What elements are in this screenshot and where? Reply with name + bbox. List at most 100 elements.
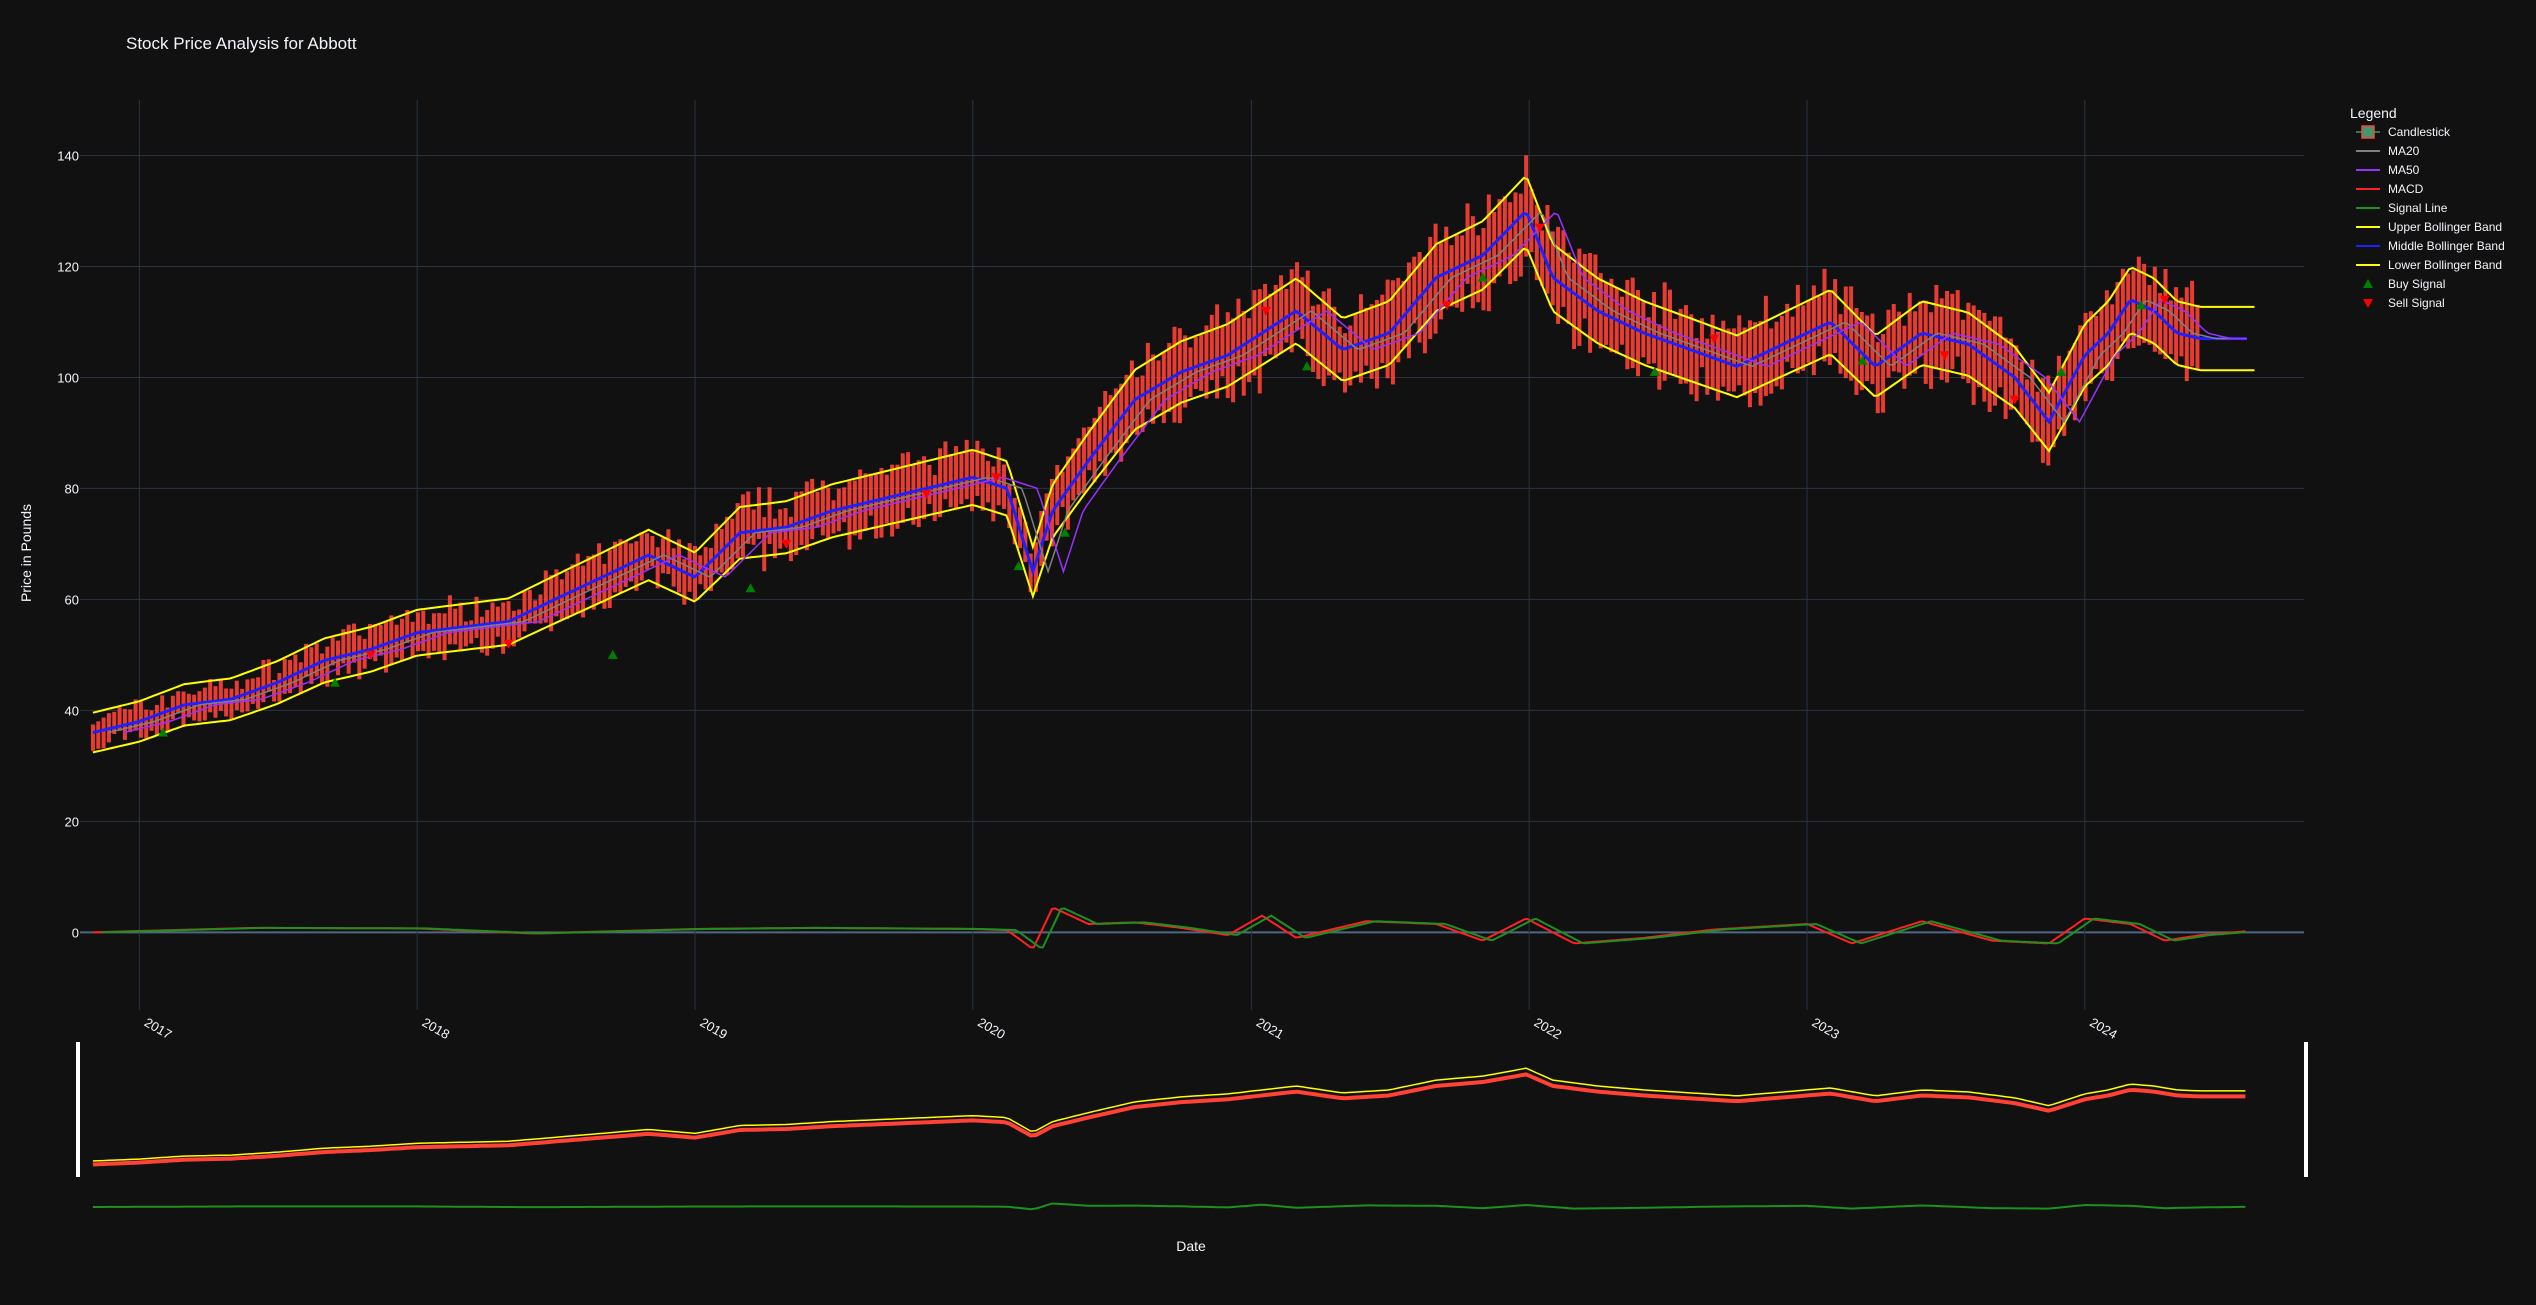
candle[interactable] [1273, 284, 1278, 359]
candle[interactable] [1721, 320, 1726, 387]
candle[interactable] [1465, 203, 1470, 284]
candle[interactable] [266, 659, 271, 692]
legend-item[interactable]: MA50 [2356, 163, 2420, 177]
candle[interactable] [1385, 279, 1390, 379]
candle[interactable] [1918, 301, 1923, 357]
candle[interactable] [1673, 318, 1678, 375]
candle[interactable] [1438, 242, 1443, 320]
candle[interactable] [767, 487, 772, 544]
candle[interactable] [1934, 284, 1939, 369]
candle[interactable] [1715, 331, 1720, 401]
candle[interactable] [1550, 231, 1555, 306]
candle[interactable] [224, 688, 229, 717]
candle[interactable] [1694, 338, 1699, 402]
candle[interactable] [1987, 320, 1992, 412]
candle[interactable] [1231, 318, 1236, 403]
candle[interactable] [1374, 299, 1379, 389]
candle[interactable] [197, 691, 202, 722]
candle[interactable] [618, 539, 623, 594]
candle[interactable] [1369, 304, 1374, 379]
buy-signal-marker[interactable] [1857, 355, 1868, 365]
candle[interactable] [1428, 236, 1433, 339]
candle[interactable] [378, 624, 383, 656]
candle[interactable] [1492, 211, 1497, 284]
candle[interactable] [1470, 216, 1475, 309]
candle[interactable] [1897, 311, 1902, 373]
candle[interactable] [1763, 295, 1768, 396]
sell-signal-marker[interactable] [1534, 223, 1545, 233]
candle[interactable] [2174, 287, 2179, 365]
range-slider[interactable] [76, 1042, 2308, 1211]
candle[interactable] [447, 595, 452, 645]
candle[interactable] [538, 594, 543, 624]
candle[interactable] [2024, 379, 2029, 425]
candle[interactable] [469, 620, 474, 644]
candle[interactable] [1348, 325, 1353, 386]
candle[interactable] [799, 491, 804, 546]
candle[interactable] [2003, 337, 2008, 420]
candle[interactable] [1726, 328, 1731, 392]
candle[interactable] [634, 541, 639, 591]
candle[interactable] [2110, 304, 2115, 381]
candle[interactable] [1454, 234, 1459, 308]
candle[interactable] [1971, 305, 1976, 405]
candle[interactable] [1641, 301, 1646, 358]
sell-signal-marker[interactable] [1709, 334, 1720, 344]
candle[interactable] [229, 688, 234, 721]
candle[interactable] [1279, 275, 1284, 354]
candle[interactable] [1108, 395, 1113, 453]
candle[interactable] [357, 635, 362, 680]
candle[interactable] [1891, 304, 1896, 372]
candle[interactable] [1998, 316, 2003, 388]
candle[interactable] [666, 529, 671, 575]
candle[interactable] [2158, 293, 2163, 355]
candle[interactable] [570, 564, 575, 615]
candle[interactable] [852, 480, 857, 536]
candle[interactable] [1620, 296, 1625, 345]
candle[interactable] [1247, 318, 1252, 383]
candle[interactable] [948, 454, 953, 508]
candle[interactable] [1540, 230, 1545, 286]
candle[interactable] [1992, 316, 1997, 406]
buy-signal-marker[interactable] [1477, 272, 1488, 282]
candle[interactable] [932, 475, 937, 522]
candle[interactable] [639, 532, 644, 581]
candle[interactable] [218, 679, 223, 711]
candle[interactable] [1929, 312, 1934, 389]
candle[interactable] [746, 491, 751, 544]
candle[interactable] [373, 623, 378, 662]
sell-signal-marker[interactable] [781, 539, 792, 549]
candle[interactable] [1311, 305, 1316, 373]
candle[interactable] [842, 487, 847, 523]
candle[interactable] [314, 643, 319, 677]
buy-signal-marker[interactable] [2056, 366, 2067, 376]
candle[interactable] [756, 487, 761, 540]
candle[interactable] [655, 547, 660, 589]
candle[interactable] [1449, 245, 1454, 307]
candle[interactable] [586, 556, 591, 591]
legend-item[interactable]: MA20 [2356, 144, 2420, 158]
legend-item[interactable]: Candlestick [2356, 125, 2451, 139]
candle[interactable] [1838, 314, 1843, 374]
candle[interactable] [1801, 305, 1806, 371]
candle[interactable] [1065, 456, 1070, 530]
candle[interactable] [623, 540, 628, 587]
candle[interactable] [2179, 297, 2184, 357]
candle[interactable] [1795, 284, 1800, 374]
sell-signal-marker[interactable] [1260, 306, 1271, 316]
candle[interactable] [900, 453, 905, 523]
sell-signal-marker[interactable] [365, 650, 376, 660]
candle[interactable] [650, 536, 655, 567]
candle[interactable] [1358, 294, 1363, 383]
candle[interactable] [1193, 337, 1198, 389]
candle[interactable] [692, 545, 697, 600]
candle[interactable] [463, 621, 468, 647]
candle[interactable] [1667, 289, 1672, 375]
candle[interactable] [1055, 465, 1060, 526]
candle[interactable] [1177, 328, 1182, 424]
candle[interactable] [1364, 307, 1369, 366]
trade-signals[interactable] [157, 223, 2170, 737]
candle[interactable] [645, 533, 650, 570]
candle[interactable] [1476, 235, 1481, 303]
candle[interactable] [330, 637, 335, 666]
